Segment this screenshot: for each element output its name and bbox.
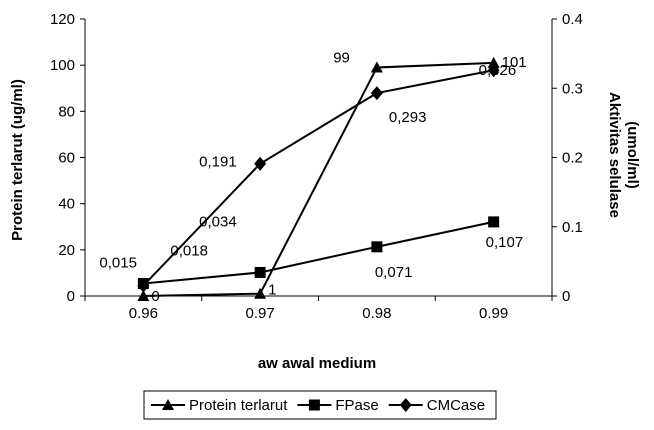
data-label: 0,015	[99, 255, 137, 272]
legend-marker-square	[308, 399, 320, 411]
left-tick-label: 60	[58, 150, 75, 167]
right-axis-title-line1: Aktivitas selulase	[606, 92, 623, 218]
legend-item: CMCase	[388, 397, 485, 414]
right-tick-label: 0.3	[562, 80, 583, 97]
legend-item: Protein terlarut	[151, 397, 288, 414]
legend-item: FPase	[297, 397, 379, 414]
legend-label: CMCase	[427, 397, 485, 414]
data-label: 0,293	[389, 109, 427, 126]
data-label: 0,107	[486, 234, 524, 251]
data-label: 0	[151, 288, 159, 305]
legend-marker-triangle	[162, 399, 174, 410]
data-point-square	[371, 241, 383, 253]
x-tick-label: 0.96	[129, 305, 158, 322]
data-label: 0,034	[199, 213, 237, 230]
left-tick-label: 0	[67, 288, 75, 305]
left-tick-label: 20	[58, 242, 75, 259]
legend-label: Protein terlarut	[189, 397, 288, 414]
data-point-triangle	[370, 61, 383, 73]
legend-marker-diamond	[399, 398, 412, 412]
x-tick-label: 0.97	[246, 305, 275, 322]
data-point-triangle	[487, 56, 500, 68]
series-line	[142, 69, 494, 287]
data-label: 0,326	[479, 62, 517, 79]
data-point-diamond	[254, 156, 267, 171]
data-label: 1	[268, 282, 276, 299]
series-line	[143, 220, 494, 285]
left-tick-label: 100	[50, 57, 75, 74]
axes: 0 20 40 60 80 100 120 0 0.1 0.2 0.3 0.4 0.96 0.97 0.98…	[50, 11, 583, 322]
data-point-square	[488, 216, 500, 228]
series-line	[143, 61, 494, 297]
right-axis-title-line2: (umol/ml)	[624, 121, 641, 189]
data-label: 0,191	[199, 154, 237, 171]
left-tick-label: 80	[58, 103, 75, 120]
legend-label: FPase	[335, 397, 378, 414]
right-tick-label: 0.2	[562, 150, 583, 167]
data-point-diamond	[487, 63, 500, 78]
data-label: 0,018	[170, 243, 208, 260]
left-tick-label: 40	[58, 196, 75, 213]
right-tick-label: 0.1	[562, 219, 583, 236]
series-cmcase	[137, 63, 500, 293]
data-point-square	[254, 266, 266, 278]
data-label: 0,071	[375, 264, 413, 281]
data-point-triangle	[137, 290, 150, 301]
x-tick-label: 0.99	[479, 305, 508, 322]
series-lines	[137, 56, 500, 301]
legend: Protein terlarut FPase CMCase	[143, 390, 497, 420]
x-tick-label: 0.98	[362, 305, 391, 322]
x-axis-title: aw awal medium	[258, 355, 376, 372]
right-tick-label: 0	[562, 288, 570, 305]
data-labels: 0 1 99 101 0,018 0,034 0,071 0,107 0,015 0,191 0,2…	[99, 49, 526, 305]
right-tick-label: 0.4	[562, 11, 583, 28]
left-tick-label: 120	[50, 11, 75, 28]
data-point-diamond	[137, 278, 150, 293]
data-label: 101	[502, 54, 527, 71]
data-point-diamond	[370, 86, 383, 101]
left-axis-title: Protein terlarut (ug/ml)	[9, 79, 26, 241]
series-protein-terlarut	[137, 56, 500, 301]
data-label: 99	[333, 49, 350, 66]
data-point-triangle	[254, 287, 267, 299]
